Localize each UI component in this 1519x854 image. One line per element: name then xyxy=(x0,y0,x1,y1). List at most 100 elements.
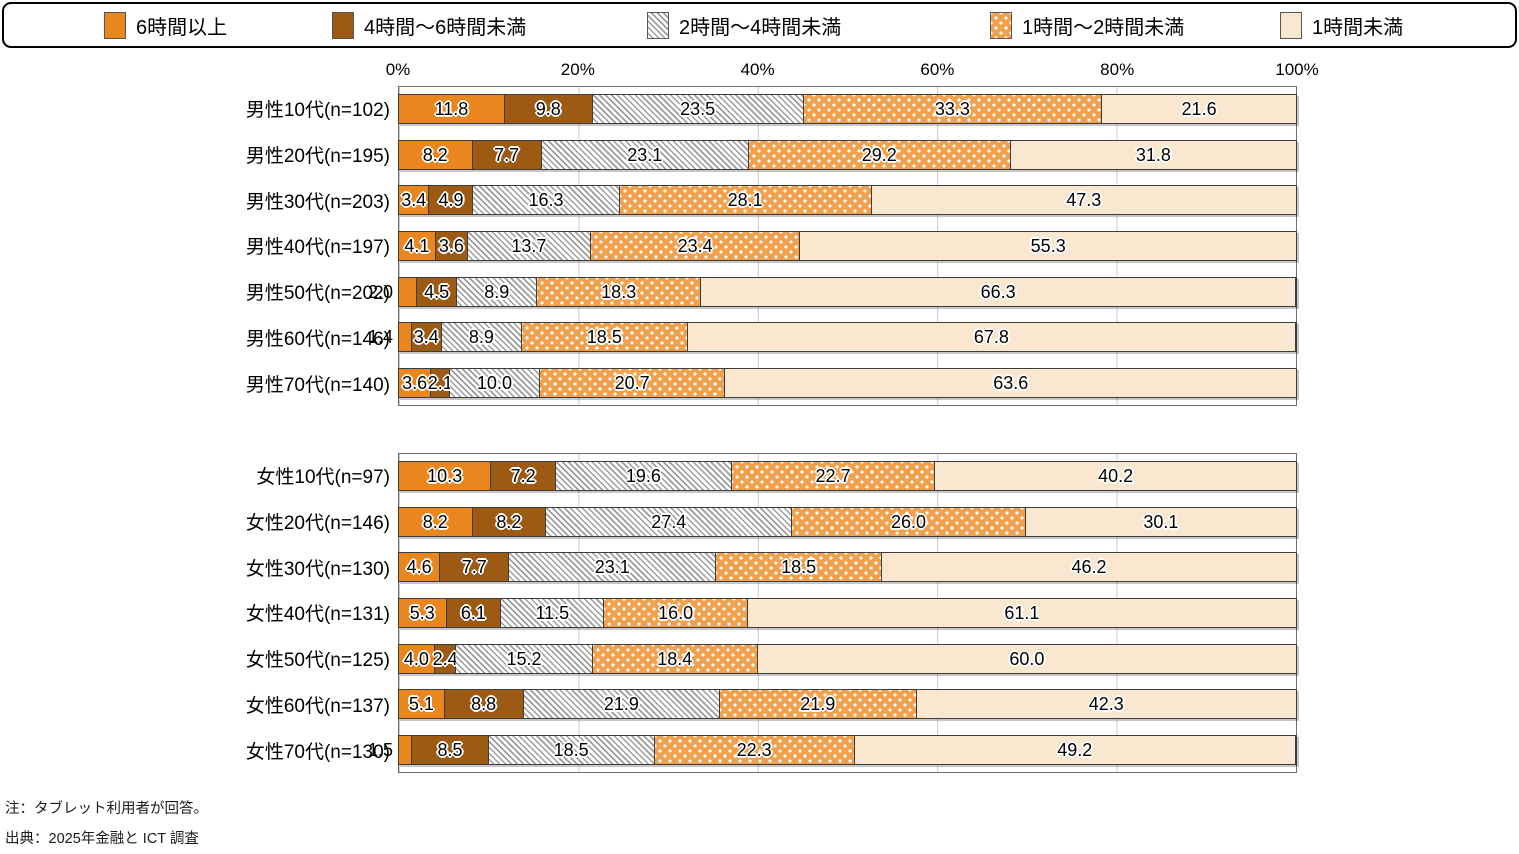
bar-segment-6時間以上: 4.0 xyxy=(399,644,435,673)
bar-segment-6時間以上: 3.6 xyxy=(399,369,432,398)
bar-segment-6時間以上: 8.2 xyxy=(399,507,473,536)
row-label: 女性20代(n=146) xyxy=(245,513,390,535)
bar-segment-4時間〜6時間未満: 4.9 xyxy=(429,186,474,215)
segment-value-label: 4.1 xyxy=(404,235,430,256)
bar-row: 男性50代(n=202) 4.5 8.9 18.3 66.3 2.0 xyxy=(0,269,1519,315)
bar-segment-4時間〜6時間未満: 4.5 xyxy=(416,277,458,306)
legend: 6時間以上 4時間〜6時間未満 2時間〜4時間未満 1時間〜2時間未満 1時間未満 xyxy=(2,2,1517,48)
segment-value-label: 19.6 xyxy=(625,465,661,486)
bar-segment-1時間未満: 63.6 xyxy=(725,369,1296,398)
legend-item-label: 1時間未満 xyxy=(1312,16,1404,39)
bar-segment-4時間〜6時間未満: 9.8 xyxy=(504,94,593,123)
bar-row: 女性30代(n=130) 4.6 7.7 23.1 18.5 46.2 xyxy=(0,544,1519,590)
bar-segment-1時間未満: 66.3 xyxy=(701,277,1296,306)
segment-value-label: 7.7 xyxy=(494,144,520,165)
bar-row: 男性30代(n=203) 3.4 4.9 16.3 28.1 47.3 xyxy=(0,177,1519,223)
bar-segment-1時間未満: 46.2 xyxy=(881,553,1296,582)
segment-value-label: 31.8 xyxy=(1135,144,1171,165)
bar-row: 女性40代(n=131) 5.3 6.1 11.5 16.0 61.1 xyxy=(0,590,1519,636)
segment-value-label: 18.5 xyxy=(553,740,589,761)
axis-tick-label: 80% xyxy=(1100,60,1135,79)
row-label: 女性50代(n=125) xyxy=(245,650,390,672)
bar-row: 女性20代(n=146) 8.2 8.2 27.4 26.0 30.1 xyxy=(0,499,1519,545)
segment-value-label: 3.4 xyxy=(401,190,427,211)
axis-tick-label: 0% xyxy=(385,60,411,79)
segment-value-label-outside: 1.4 xyxy=(367,327,393,348)
segment-value-label: 7.2 xyxy=(510,465,536,486)
axis-tick-label: 40% xyxy=(740,60,775,79)
row-label: 男性40代(n=197) xyxy=(245,237,390,259)
segment-value-label: 21.9 xyxy=(800,694,836,715)
segment-value-label: 29.2 xyxy=(861,144,897,165)
segment-value-label: 8.9 xyxy=(468,327,494,348)
bar-segment-6時間以上: 10.3 xyxy=(399,461,492,490)
bar-segment-1時間未満: 31.8 xyxy=(1010,140,1296,169)
segment-value-label: 46.2 xyxy=(1071,557,1107,578)
bar-segment-2時間〜4時間未満: 27.4 xyxy=(546,507,793,536)
segment-value-label: 23.1 xyxy=(594,557,630,578)
segment-value-label: 30.1 xyxy=(1143,511,1179,532)
bar-segment-2時間〜4時間未満: 23.1 xyxy=(509,553,717,582)
segment-value-label: 18.5 xyxy=(781,557,817,578)
stacked-bar: 11.8 9.8 23.5 33.3 21.6 xyxy=(398,93,1297,124)
segment-value-label: 2.4 xyxy=(432,648,458,669)
bar-segment-4時間〜6時間未満: 2.4 xyxy=(432,644,458,673)
legend-item-label: 4時間〜6時間未満 xyxy=(364,16,527,39)
bar-segment-6時間以上: 5.3 xyxy=(399,598,447,627)
legend-item: 6時間以上 xyxy=(104,4,227,46)
segment-value-label: 18.4 xyxy=(657,648,693,669)
footnotes: 注：タブレット利用者が回答。 出典：2025年金融と ICT 調査 xyxy=(5,794,208,854)
segment-value-label: 4.6 xyxy=(406,557,432,578)
segment-value-label: 33.3 xyxy=(934,98,970,119)
row-label: 男性60代(n=146) xyxy=(245,328,390,350)
segment-value-label: 11.5 xyxy=(535,602,570,623)
segment-value-label: 4.5 xyxy=(424,281,450,302)
bar-segment-2時間〜4時間未満: 11.5 xyxy=(501,598,605,627)
bar-segment-4時間〜6時間未満: 8.8 xyxy=(444,690,524,719)
bar-segment-4時間〜6時間未満: 3.6 xyxy=(435,231,468,260)
segment-value-label: 22.7 xyxy=(815,465,851,486)
bar-segment-1時間〜2時間未満: 28.1 xyxy=(619,186,872,215)
segment-value-label: 66.3 xyxy=(980,281,1016,302)
row-label: 女性60代(n=137) xyxy=(245,695,390,717)
segment-value-label: 3.4 xyxy=(413,327,439,348)
legend-item: 1時間未満 xyxy=(1280,4,1403,46)
stacked-bar: 4.6 7.7 23.1 18.5 46.2 xyxy=(398,552,1297,583)
row-label: 男性10代(n=102) xyxy=(245,100,390,122)
segment-value-label: 55.3 xyxy=(1030,235,1066,256)
bar-segment-1時間未満: 42.3 xyxy=(916,690,1296,719)
bar-segment-4時間〜6時間未満: 2.1 xyxy=(427,369,453,398)
segment-value-label: 16.0 xyxy=(658,602,694,623)
segment-value-label-outside: 2.0 xyxy=(367,281,393,302)
bar-segment-6時間以上: 3.4 xyxy=(399,186,430,215)
bar-segment-1時間〜2時間未満: 23.4 xyxy=(590,231,801,260)
segment-value-label: 10.0 xyxy=(476,373,512,394)
source-line: 出典：2025年金融と ICT 調査 xyxy=(5,831,199,847)
stacked-bar: 8.5 18.5 22.3 49.2 1.5 xyxy=(368,735,1297,766)
segment-value-label: 4.9 xyxy=(438,190,464,211)
bar-segment-6時間以上: 11.8 xyxy=(399,94,505,123)
bar-row: 男性70代(n=140) 3.6 2.1 10.0 20.7 63.6 xyxy=(0,360,1519,406)
stacked-bar: 4.0 2.4 15.2 18.4 60.0 xyxy=(398,643,1297,674)
stacked-bar: 3.6 2.1 10.0 20.7 63.6 xyxy=(398,368,1297,399)
legend-item: 4時間〜6時間未満 xyxy=(332,4,526,46)
bar-segment-1時間〜2時間未満: 18.4 xyxy=(592,644,758,673)
legend-swatch-3 xyxy=(647,11,669,39)
bar-row: 女性10代(n=97) 10.3 7.2 19.6 22.7 40.2 xyxy=(0,453,1519,499)
bar-segment-1時間未満: 60.0 xyxy=(757,644,1296,673)
bar-row: 男性10代(n=102) 11.8 9.8 23.5 33.3 21.6 xyxy=(0,86,1519,132)
bar-row: 女性50代(n=125) 4.0 2.4 15.2 18.4 60.0 xyxy=(0,636,1519,682)
segment-value-label: 2.1 xyxy=(427,373,453,394)
bar-segment-1時間〜2時間未満: 33.3 xyxy=(803,94,1103,123)
bar-segment-1時間未満: 30.1 xyxy=(1025,507,1296,536)
bar-segment-4時間〜6時間未満: 3.4 xyxy=(411,323,443,352)
segment-value-label: 47.3 xyxy=(1066,190,1102,211)
row-label: 女性10代(n=97) xyxy=(256,467,390,489)
stacked-bar: 8.2 8.2 27.4 26.0 30.1 xyxy=(398,506,1297,537)
segment-value-label: 21.6 xyxy=(1181,98,1217,119)
stacked-bar-chart: 0% 20% 40% 60% 80% 100% 男性10代(n=102) 11.8 9.8 23… xyxy=(0,48,1519,773)
note-line: 注：タブレット利用者が回答。 xyxy=(5,801,208,817)
row-label: 男性30代(n=203) xyxy=(245,191,390,213)
segment-value-label: 18.3 xyxy=(601,281,637,302)
bar-segment-2時間〜4時間未満: 23.5 xyxy=(592,94,804,123)
